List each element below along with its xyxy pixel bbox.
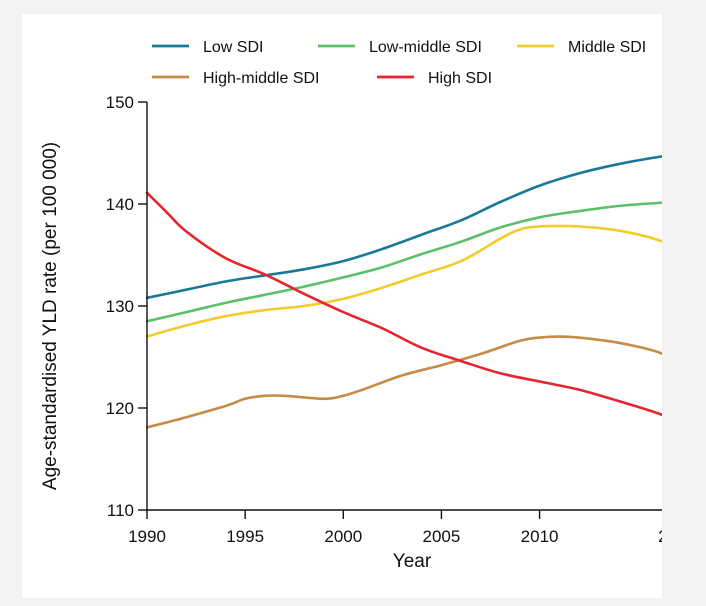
legend-item-high-sdi: High SDI (377, 70, 492, 87)
series-line-high-middle-sdi (145, 335, 662, 429)
legend: Low SDI Low-middle SDI Middle SDI High-midd… (152, 39, 646, 87)
series-line-low-sdi (145, 155, 662, 300)
legend-label: Middle SDI (568, 39, 646, 56)
x-tick-label: 1995 (226, 527, 264, 546)
series-line-high-sdi (145, 191, 662, 417)
legend-item-low-middle-sdi: Low-middle SDI (318, 39, 482, 56)
legend-label: High-middle SDI (203, 70, 319, 87)
x-tick-label: 2010 (521, 527, 559, 546)
legend-label: High SDI (428, 70, 492, 87)
y-tick-label: 130 (106, 297, 134, 316)
legend-label: Low-middle SDI (369, 39, 482, 56)
x-tick-label: 2005 (423, 527, 461, 546)
legend-label: Low SDI (203, 39, 263, 56)
y-tick-label: 110 (107, 501, 134, 520)
x-axis-title: Year (393, 551, 432, 572)
legend-item-middle-sdi: Middle SDI (517, 39, 646, 56)
legend-item-low-sdi: Low SDI (152, 39, 263, 56)
y-axis-ticks: 110 120 130 140 150 (106, 93, 147, 520)
y-tick-label: 120 (106, 399, 134, 418)
legend-item-high-middle-sdi: High-middle SDI (152, 70, 319, 87)
x-tick-label: 2017 (658, 527, 662, 546)
line-chart: Low SDI Low-middle SDI Middle SDI High-midd… (40, 39, 662, 572)
series-line-low-middle-sdi (145, 201, 662, 323)
y-tick-label: 140 (106, 195, 134, 214)
x-tick-label: 1990 (128, 527, 166, 546)
y-tick-label: 150 (106, 93, 134, 112)
chart-frame: Low SDI Low-middle SDI Middle SDI High-midd… (22, 14, 662, 598)
x-tick-label: 2000 (324, 527, 362, 546)
series-line-middle-sdi (145, 224, 662, 338)
x-axis-ticks: 1990 1995 2000 2005 2010 2017 (128, 510, 662, 546)
axes: 110 120 130 140 150 1990 1995 2000 2005 2010 2017 (106, 93, 662, 546)
series-lines (145, 155, 662, 429)
y-axis-title: Age-standardised YLD rate (per 100 000) (40, 142, 61, 490)
